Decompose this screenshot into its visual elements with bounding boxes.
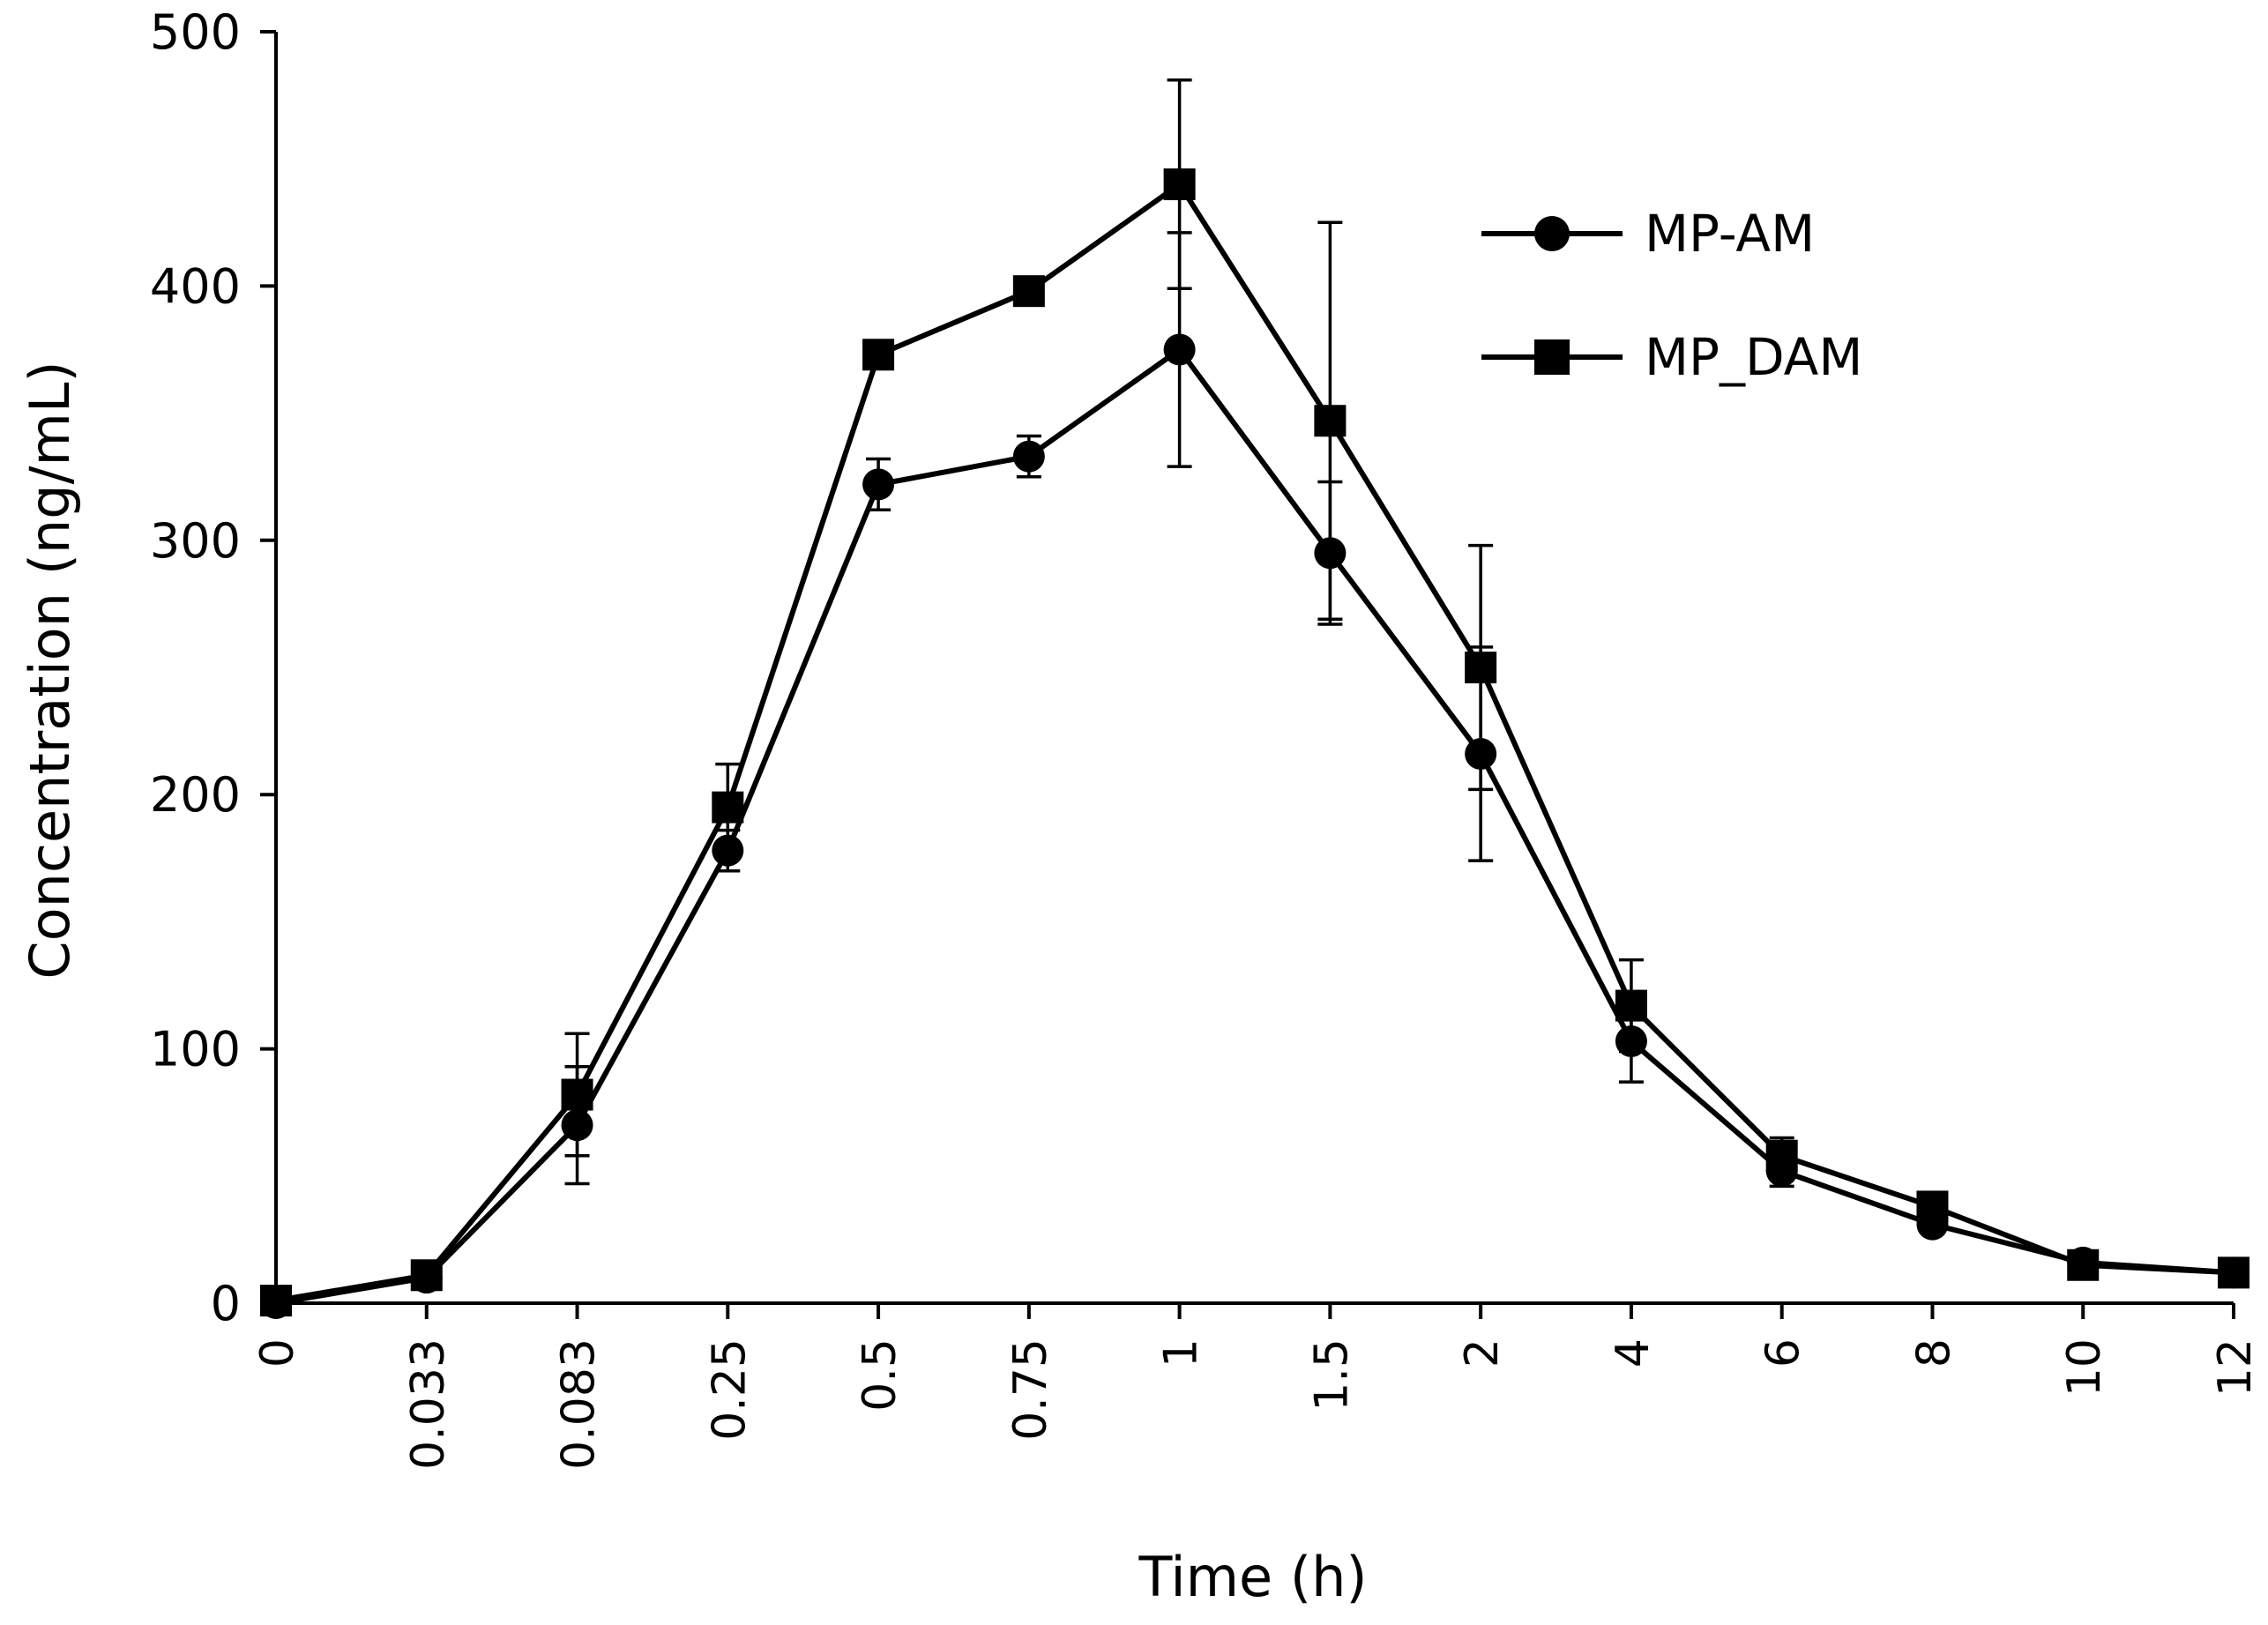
y-axis-title: Concentration (ng/mL) xyxy=(18,361,82,979)
series-MP_DAM xyxy=(260,78,2249,1317)
x-tick-label: 0.5 xyxy=(854,1338,906,1412)
series-line xyxy=(275,347,2234,1306)
data-point xyxy=(2218,1256,2249,1289)
legend-item: MP-AM xyxy=(1481,204,1815,264)
y-tick-label: 200 xyxy=(150,767,241,823)
data-point xyxy=(1163,333,1196,366)
data-point xyxy=(1615,989,1647,1022)
y-tick-label: 0 xyxy=(211,1276,241,1331)
x-tick-label: 12 xyxy=(2209,1338,2262,1397)
legend-marker xyxy=(1534,216,1570,251)
series-MP-AM xyxy=(260,231,2249,1319)
data-point xyxy=(862,468,895,501)
data-point xyxy=(1314,405,1347,437)
x-tick-label: 10 xyxy=(2058,1338,2111,1397)
y-tick-label: 400 xyxy=(150,258,241,314)
x-tick-label: 0.75 xyxy=(1004,1338,1057,1441)
x-tick-label: 0 xyxy=(251,1338,304,1368)
x-tick-label: 6 xyxy=(1757,1338,1810,1368)
x-tick-label: 0.033 xyxy=(402,1338,455,1470)
legend-label: MP-AM xyxy=(1645,204,1815,264)
y-tick-label: 300 xyxy=(150,513,241,569)
x-tick-label: 2 xyxy=(1456,1338,1509,1368)
legend-item: MP_DAM xyxy=(1481,327,1862,387)
data-point xyxy=(1012,440,1045,473)
y-tick-label: 100 xyxy=(150,1022,241,1077)
x-axis-title: Time (h) xyxy=(1138,1545,1367,1609)
data-point xyxy=(561,1078,593,1111)
data-point xyxy=(1012,275,1045,308)
x-tick-label: 0.25 xyxy=(703,1338,756,1441)
x-tick-label: 1.5 xyxy=(1305,1338,1358,1412)
axes xyxy=(274,32,2234,1305)
series-layer xyxy=(260,78,2249,1319)
data-point xyxy=(1465,652,1497,683)
data-point xyxy=(712,791,744,824)
x-tick-label: 4 xyxy=(1607,1338,1660,1368)
data-point xyxy=(1765,1139,1798,1172)
x-tick-label: 8 xyxy=(1907,1338,1960,1368)
data-point xyxy=(260,1285,292,1317)
legend: MP-AM MP_DAM xyxy=(1481,204,1862,387)
data-point xyxy=(1163,168,1196,201)
x-axis-ticks: 0 0.033 0.083 0.25 0.5 0.75 1 1.5 2 4 6 8 10 12 xyxy=(251,1303,2262,1470)
data-point xyxy=(2067,1249,2100,1281)
series-line xyxy=(275,182,2234,1304)
legend-label: MP_DAM xyxy=(1645,327,1862,387)
x-tick-label: 1 xyxy=(1155,1338,1208,1368)
data-point xyxy=(1916,1190,1949,1223)
y-tick-label: 500 xyxy=(150,4,241,60)
data-point xyxy=(410,1259,443,1292)
data-point xyxy=(862,339,895,371)
y-axis-ticks: 0 100 200 300 400 500 xyxy=(150,4,276,1331)
legend-marker xyxy=(1534,339,1570,375)
x-tick-label: 0.083 xyxy=(553,1338,606,1470)
